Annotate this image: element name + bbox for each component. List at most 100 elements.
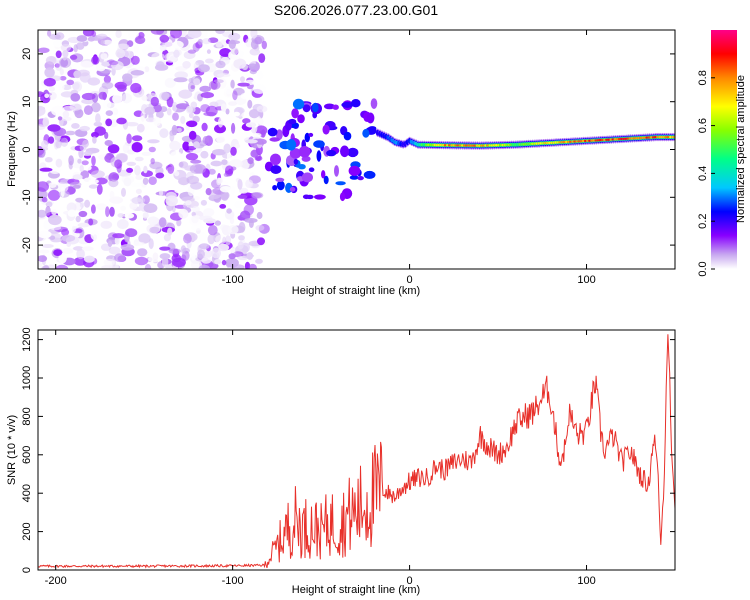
- noise-blob: [142, 212, 149, 219]
- noise-blob: [73, 44, 78, 53]
- noise-blob: [61, 234, 76, 242]
- noise-blob: [238, 235, 245, 241]
- noise-blob: [201, 122, 208, 132]
- noise-blob: [121, 93, 132, 104]
- noise-blob: [77, 158, 82, 164]
- noise-blob: [115, 30, 122, 38]
- noise-blob: [50, 225, 62, 231]
- noise-blob: [149, 226, 160, 234]
- noise-blob: [55, 50, 62, 59]
- noise-blob: [165, 195, 178, 207]
- noise-blob: [362, 128, 370, 138]
- noise-blob: [207, 234, 215, 245]
- noise-blob: [100, 220, 113, 229]
- noise-blob: [94, 126, 106, 136]
- noise-blob: [239, 187, 249, 194]
- noise-blob: [203, 218, 217, 224]
- noise-blob: [187, 81, 196, 93]
- noise-blob: [66, 202, 77, 213]
- noise-blob: [129, 182, 143, 187]
- noise-blob: [293, 158, 299, 165]
- noise-blob: [121, 102, 131, 110]
- noise-blob: [96, 65, 106, 72]
- x-tick-label: -100: [222, 575, 244, 587]
- noise-blob: [289, 187, 296, 192]
- noise-blob: [267, 127, 278, 137]
- noise-blob: [190, 159, 202, 164]
- noise-blob: [107, 144, 120, 154]
- noise-blob: [221, 159, 228, 166]
- noise-blob: [245, 122, 257, 128]
- noise-blob: [190, 101, 198, 109]
- noise-blob: [193, 141, 200, 149]
- colorbar-tick-label: 0.4: [697, 166, 709, 181]
- noise-blob: [178, 177, 190, 186]
- noise-blob: [103, 258, 115, 267]
- colorbar-scale: [711, 30, 737, 269]
- noise-blob: [91, 56, 100, 65]
- noise-blob: [81, 160, 89, 166]
- noise-blob: [134, 256, 148, 266]
- noise-blob: [143, 165, 148, 174]
- noise-blob: [59, 76, 67, 81]
- noise-blob: [81, 92, 96, 101]
- noise-blob: [298, 146, 311, 158]
- noise-blob: [90, 170, 105, 179]
- noise-blob: [187, 49, 197, 54]
- noise-blob: [150, 96, 159, 107]
- noise-blob: [47, 124, 61, 132]
- noise-blob: [91, 30, 97, 37]
- noise-blob: [233, 111, 240, 117]
- noise-blob: [131, 135, 143, 142]
- noise-blob: [74, 231, 80, 238]
- noise-blob: [126, 161, 137, 166]
- noise-blob: [84, 255, 95, 263]
- noise-blob: [159, 128, 169, 139]
- noise-blob: [291, 108, 299, 119]
- noise-blob: [88, 179, 99, 184]
- noise-blob: [114, 236, 120, 245]
- noise-blob: [237, 194, 248, 199]
- noise-blob: [232, 90, 238, 101]
- noise-blob: [142, 177, 149, 185]
- noise-blob: [49, 166, 61, 174]
- noise-blob: [169, 151, 183, 162]
- noise-blob: [256, 105, 268, 113]
- noise-blob: [166, 108, 172, 116]
- noise-blob: [58, 253, 67, 264]
- noise-blob: [339, 192, 346, 202]
- noise-blob: [48, 214, 62, 226]
- noise-blob: [217, 243, 230, 252]
- colorbar-label: Normalized spectral amplitude: [735, 75, 747, 223]
- noise-blob: [112, 93, 123, 105]
- noise-blob: [62, 116, 72, 122]
- noise-blob: [237, 179, 243, 190]
- x-tick-label: -200: [45, 575, 67, 587]
- noise-blob: [114, 159, 123, 169]
- noise-blob: [172, 112, 179, 121]
- noise-blob: [141, 95, 148, 101]
- noise-blob: [230, 79, 235, 89]
- noise-blob: [370, 98, 378, 109]
- noise-blob: [247, 157, 254, 165]
- noise-blob: [126, 167, 134, 173]
- noise-blob: [302, 194, 310, 200]
- noise-blob: [126, 133, 132, 144]
- noise-blob: [144, 263, 152, 269]
- noise-blob: [176, 103, 190, 110]
- noise-blob: [116, 219, 129, 230]
- noise-blob: [39, 190, 48, 199]
- y-tick-label: 0: [21, 146, 33, 152]
- noise-blob: [220, 186, 232, 193]
- noise-blob: [108, 246, 121, 255]
- noise-blob: [206, 49, 211, 54]
- noise-blob: [142, 45, 154, 55]
- noise-blob: [173, 49, 180, 58]
- noise-blob: [73, 70, 82, 79]
- noise-blob: [133, 241, 145, 246]
- noise-blob: [75, 197, 84, 203]
- noise-blob: [66, 79, 74, 86]
- noise-blob: [81, 246, 94, 251]
- noise-blob: [57, 116, 63, 121]
- noise-blob: [180, 115, 186, 125]
